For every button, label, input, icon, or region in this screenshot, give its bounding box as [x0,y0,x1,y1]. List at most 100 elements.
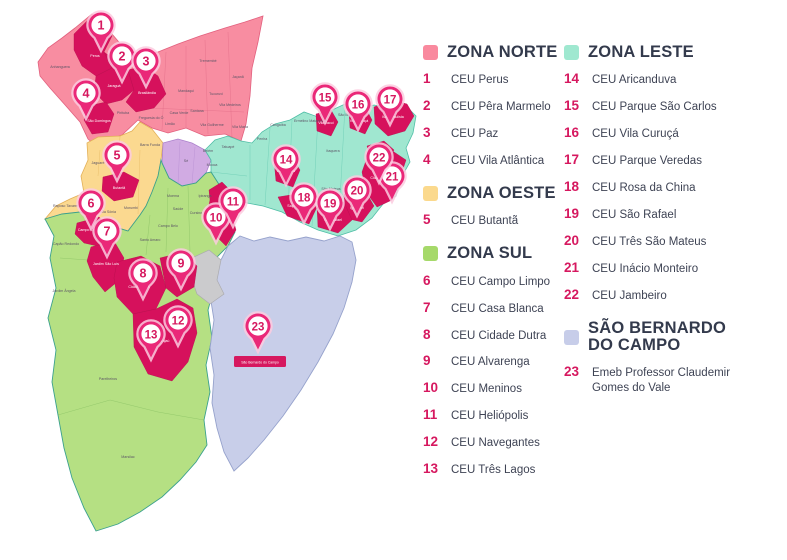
pin-number: 11 [227,196,240,208]
legend-title-leste: ZONA LESTE [588,43,694,61]
pin-circle [382,166,402,186]
pin-number: 19 [324,198,337,210]
pin-circle [347,180,367,200]
map-pin-14[interactable]: 14 [271,144,301,188]
pin-circle [206,207,226,227]
map-pin-6[interactable]: 6 [76,188,106,232]
legend-item-number: 7 [423,299,431,315]
pin-number: 6 [88,196,95,210]
pin-circle [133,263,153,283]
legend-item-2: 2 CEU Pêra Marmelo [423,98,561,115]
pin-number: 9 [178,256,185,270]
pin-circle [136,51,156,71]
map-pin-3[interactable]: 3 [131,46,161,90]
map-pin-16[interactable]: 16 [343,89,373,133]
legend-item-1: 1 CEU Perus [423,71,561,88]
pin-circle [380,89,400,109]
legend-item-number: 13 [423,461,439,477]
legend-title-sbc: SÃO BERNARDO DO CAMPO [588,318,727,355]
map-pin-12[interactable]: 12 [163,305,193,349]
legend-item-number: 11 [423,407,438,423]
pin-circle [107,145,127,165]
legend-title-norte: ZONA NORTE [447,43,558,61]
map-pin-20[interactable]: 20 [342,175,372,219]
legend-item-11: 11 CEU Heliópolis [423,407,561,424]
legend-item-label: CEU Inácio Monteiro [592,262,699,275]
map-pin-18[interactable]: 18 [289,182,319,226]
legend-item-label: CEU Jambeiro [592,289,667,302]
legend-item-number: 5 [423,212,431,228]
pin-circle [248,316,268,336]
legend-item-number: 20 [564,232,580,248]
legend-item-label: CEU Rosa da China [592,182,696,195]
pin-number: 13 [145,329,158,341]
map-pin-4[interactable]: 4 [71,78,101,122]
map-pin-13[interactable]: 13 [136,319,166,363]
legend-item-number: 12 [423,434,439,450]
legend-item-label: CEU Alvarenga [451,356,530,369]
map-pin-23[interactable]: 23 [243,311,273,355]
legend-item-16: 16 CEU Vila Curuçá [564,125,787,142]
legend-item-label: CEU Três Lagos [451,464,536,477]
legend-item-label: CEU Aricanduva [592,74,677,87]
legend-item-label: CEU Parque São Carlos [592,101,717,114]
legend-swatch-leste [564,45,579,61]
legend-column-right: ZONA LESTE 14 CEU Aricanduva 15 CEU Parque S… [564,43,787,407]
legend-section-header-oeste: ZONA OESTE [423,184,561,203]
legend-item-number: 2 [423,98,431,114]
pin-number: 12 [172,315,185,327]
legend-item-5: 5 CEU Butantã [423,213,561,229]
pin-number: 18 [298,192,311,204]
legend-item-21: 21 CEU Inácio Monteiro [564,260,787,277]
map-pin-22[interactable]: 22 [364,142,394,186]
legend-section-header-norte: ZONA NORTE [423,43,561,61]
map-pin-19[interactable]: 19 [315,188,345,232]
legend-section-header-sul: ZONA SUL [423,244,561,263]
pin-number: 17 [384,94,397,106]
legend-item-label: CEU Butantã [451,215,519,228]
map-pin-2[interactable]: 2 [107,41,137,85]
map-pin-15[interactable]: 15 [310,82,340,126]
map-pin-8[interactable]: 8 [128,258,158,302]
legend-item-20: 20 CEU Três São Mateus [564,232,787,250]
legend-item-number: 23 [564,364,580,380]
pin-number: 1 [98,18,105,32]
pin-circle [171,253,191,273]
legend-item-label: CEU Paz [451,128,499,141]
legend-item-7: 7 CEU Casa Blanca [423,299,561,317]
map-pin-5[interactable]: 5 [102,140,132,184]
legend-title-oeste: ZONA OESTE [447,184,556,203]
map-pin-1[interactable]: 1 [86,10,116,54]
legend-item-label: CEU Heliópolis [451,410,529,423]
legend-item-number: 22 [564,286,580,302]
legend-item-10: 10 CEU Meninos [423,381,561,397]
pin-circle [76,83,96,103]
legend-item-12: 12 CEU Navegantes [423,434,561,451]
legend-item-19: 19 CEU São Rafael [564,206,787,223]
pin-number: 15 [319,92,332,104]
legend-item-number: 8 [423,326,431,342]
pin-circle [81,193,101,213]
legend-item-22: 22 CEU Jambeiro [564,286,787,304]
map-pin-7[interactable]: 7 [92,216,122,260]
legend-item-13: 13 CEU Três Lagos [423,461,561,478]
map-pin-9[interactable]: 9 [166,248,196,292]
map-pin-11[interactable]: 11 [218,186,248,230]
pin-circle [369,147,389,167]
pin-circle [320,193,340,213]
map-pin-10[interactable]: 10 [201,202,231,246]
sbc-map-label: São Bernardo do Campo [241,360,279,364]
legend-item-number: 18 [564,179,580,195]
pin-number: 3 [143,54,150,68]
map-pin-17[interactable]: 17 [375,84,405,128]
pin-circle [91,15,111,35]
pin-number: 21 [386,171,399,183]
legend-item-number: 1 [423,71,431,87]
legend-title-sul: ZONA SUL [447,244,533,263]
legend-item-4: 4 CEU Vila Atlântica [423,152,561,169]
legend-item-label: CEU Casa Blanca [451,302,544,315]
legend-column-left: ZONA NORTE 1 CEU Perus 2 CEU Pêra Marmelo 3 CE… [423,43,561,489]
zone-sbc-shape [209,235,357,472]
